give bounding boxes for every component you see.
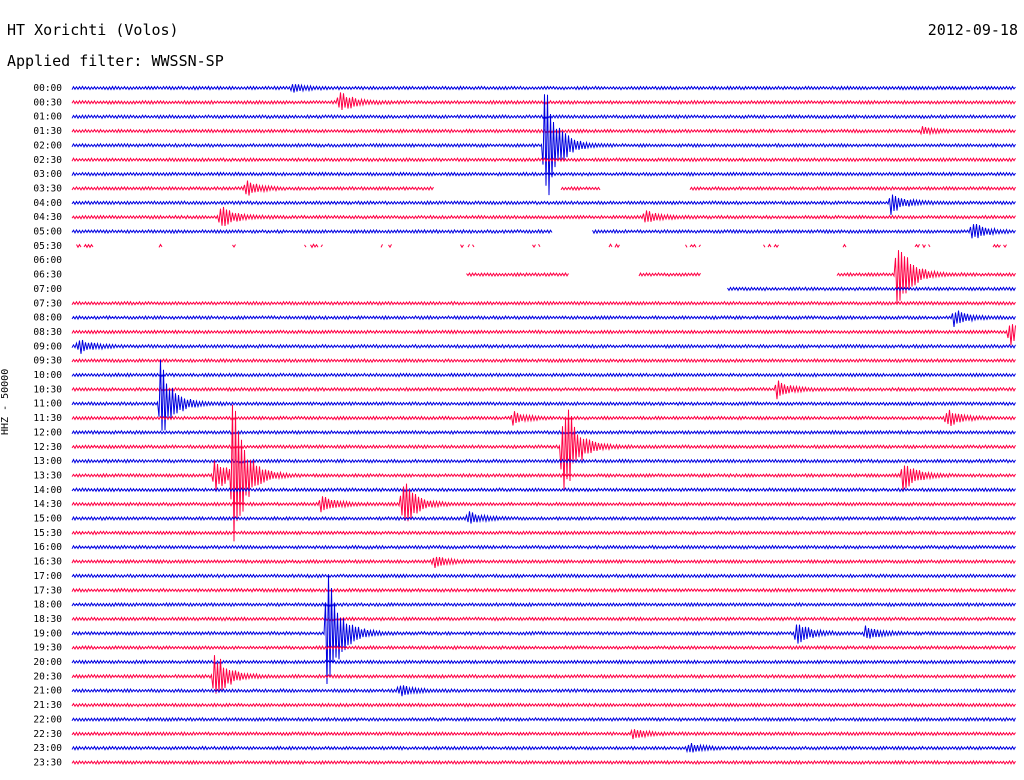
- seismic-trace-row: [71, 157, 1016, 163]
- time-label: 05:30: [33, 241, 62, 252]
- seismic-trace-row: [71, 83, 1016, 93]
- time-label: 04:00: [33, 198, 62, 209]
- time-label: 18:30: [33, 614, 62, 625]
- seismic-trace-row: [71, 743, 1016, 754]
- time-label: 21:00: [33, 686, 62, 697]
- time-label: 06:00: [33, 255, 62, 266]
- seismic-trace-row: [71, 404, 1016, 542]
- seismic-trace-row: [71, 759, 1016, 766]
- seismic-trace-row: [71, 380, 1016, 400]
- time-label: 17:30: [33, 585, 62, 596]
- seismic-trace-row: [71, 556, 1016, 568]
- time-label: 01:00: [33, 112, 62, 123]
- seismic-trace-row: [71, 357, 1016, 364]
- time-label: 23:00: [33, 743, 62, 754]
- time-label: 07:00: [33, 284, 62, 295]
- seismic-trace-row: [71, 310, 1016, 328]
- seismic-trace-row: [71, 429, 1016, 436]
- seismic-trace-row: [71, 372, 1016, 378]
- seismic-trace-row: [71, 359, 1016, 431]
- time-label: 13:00: [33, 456, 62, 467]
- time-label: 07:30: [33, 298, 62, 309]
- time-labels: 00:00 00:30 01:00 01:30 02:00 02:30 03:00 03:30…: [33, 83, 62, 768]
- time-label: 21:30: [33, 700, 62, 711]
- seismic-trace-row: [71, 659, 1016, 665]
- seismic-trace-row: [71, 573, 1016, 579]
- time-label: 02:00: [33, 140, 62, 151]
- seismic-trace-row: [71, 194, 1016, 215]
- time-label: 08:30: [33, 327, 62, 338]
- seismic-trace-row: [71, 655, 1016, 694]
- time-label: 17:00: [33, 571, 62, 582]
- time-label: 00:00: [33, 83, 62, 94]
- time-label: 09:30: [33, 356, 62, 367]
- seismic-traces: [71, 83, 1016, 766]
- time-label: 15:30: [33, 528, 62, 539]
- time-label: 01:30: [33, 126, 62, 137]
- time-label: 20:30: [33, 671, 62, 682]
- time-label: 04:30: [33, 212, 62, 223]
- seismic-trace-row: [71, 544, 1016, 550]
- seismic-trace-row: [71, 487, 1016, 493]
- time-label: 22:30: [33, 729, 62, 740]
- time-label: 05:00: [33, 227, 62, 238]
- time-label: 19:30: [33, 643, 62, 654]
- time-label: 06:30: [33, 270, 62, 281]
- seismic-trace-row: [71, 300, 1016, 306]
- time-label: 09:00: [33, 341, 62, 352]
- time-label: 23:30: [33, 757, 62, 768]
- seismic-trace-row: [71, 601, 1016, 608]
- time-label: 03:30: [33, 183, 62, 194]
- time-label: 03:00: [33, 169, 62, 180]
- time-label: 10:30: [33, 384, 62, 395]
- seismic-trace-row: [71, 716, 1016, 723]
- seismic-trace-row: [71, 702, 1016, 708]
- seismic-trace-row: [71, 92, 1016, 110]
- seismic-trace-row: [71, 94, 1016, 196]
- seismic-trace-row: [71, 483, 1016, 522]
- date-label: 2012-09-18: [927, 21, 1018, 39]
- time-label: 10:00: [33, 370, 62, 381]
- station-title: HT Xorichti (Volos): [7, 21, 179, 39]
- seismic-trace-row: [71, 685, 1016, 697]
- time-label: 15:00: [33, 514, 62, 525]
- time-label: 20:00: [33, 657, 62, 668]
- time-label: 16:00: [33, 542, 62, 553]
- seismic-trace-row: [71, 587, 1016, 593]
- seismic-trace-row: [71, 458, 1016, 464]
- time-label: 11:30: [33, 413, 62, 424]
- time-label: 22:00: [33, 714, 62, 725]
- seismic-trace-row: [71, 339, 1016, 354]
- time-label: 08:00: [33, 313, 62, 324]
- seismic-trace-row: [71, 574, 1016, 685]
- time-label: 02:30: [33, 155, 62, 166]
- seismic-trace-row: [71, 409, 1016, 427]
- time-label: 13:30: [33, 470, 62, 481]
- seismic-trace-row: [71, 180, 1016, 196]
- filter-label: Applied filter: WWSSN-SP: [7, 52, 224, 70]
- time-label: 12:30: [33, 442, 62, 453]
- seismic-trace-row: [71, 324, 1016, 346]
- time-label: 19:00: [33, 628, 62, 639]
- seismic-trace-row: [76, 243, 1007, 249]
- time-label: 18:00: [33, 600, 62, 611]
- seismic-trace-row: [727, 286, 1016, 292]
- seismic-trace-row: [71, 530, 1016, 536]
- time-label: 16:30: [33, 557, 62, 568]
- time-label: 14:30: [33, 499, 62, 510]
- seismic-trace-row: [71, 616, 1016, 622]
- time-label: 12:00: [33, 427, 62, 438]
- time-label: 00:30: [33, 97, 62, 108]
- time-label: 11:00: [33, 399, 62, 410]
- seismic-trace-row: [71, 644, 1016, 651]
- seismic-trace-row: [71, 206, 1016, 226]
- time-label: 14:00: [33, 485, 62, 496]
- seismic-trace-row: [71, 511, 1016, 524]
- seismic-trace-row: [71, 728, 1016, 740]
- seismic-trace-row: [466, 250, 1016, 303]
- seismic-trace-row: [71, 224, 1016, 239]
- seismic-trace-row: [71, 171, 1016, 177]
- seismic-trace-row: [71, 409, 1016, 490]
